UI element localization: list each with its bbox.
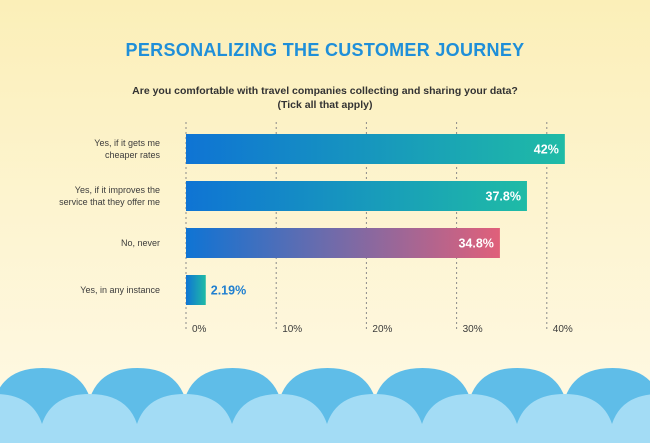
chart-title: PERSONALIZING THE CUSTOMER JOURNEY xyxy=(125,40,525,60)
tick-label-10: 10% xyxy=(282,324,302,335)
value-label-3: 2.19% xyxy=(211,284,246,298)
value-label-0: 42% xyxy=(534,143,559,157)
category-labels: Yes, if it gets me cheaper rates Yes, if i… xyxy=(59,138,160,295)
tick-label-30: 30% xyxy=(463,324,483,335)
bar-2 xyxy=(186,228,500,258)
x-axis-ticks: 0% 10% 20% 30% 40% xyxy=(192,324,573,335)
category-label-1-0: Yes, if it improves the xyxy=(75,185,160,195)
subtitle-line-2: (Tick all that apply) xyxy=(277,99,373,111)
value-label-2: 34.8% xyxy=(458,237,493,251)
bar-0 xyxy=(186,134,565,164)
wave-front xyxy=(0,394,650,443)
category-label-3-0: Yes, in any instance xyxy=(80,285,160,295)
category-label-0-0: Yes, if it gets me xyxy=(94,138,160,148)
tick-label-20: 20% xyxy=(372,324,392,335)
bar-1 xyxy=(186,181,527,211)
tick-label-40: 40% xyxy=(553,324,573,335)
category-label-2-0: No, never xyxy=(121,238,160,248)
subtitle-line-1: Are you comfortable with travel companie… xyxy=(132,85,518,97)
chart-subtitle: Are you comfortable with travel companie… xyxy=(0,84,650,112)
decorative-waves xyxy=(0,368,650,443)
bar-3 xyxy=(186,275,206,305)
category-label-0-1: cheaper rates xyxy=(105,150,161,160)
wave-front-shape xyxy=(0,394,650,443)
tick-label-0: 0% xyxy=(192,324,207,335)
bars: 42% 37.8% 34.8% 2.19% xyxy=(186,134,565,305)
category-label-1-1: service that they offer me xyxy=(59,197,160,207)
value-label-1: 37.8% xyxy=(486,190,521,204)
